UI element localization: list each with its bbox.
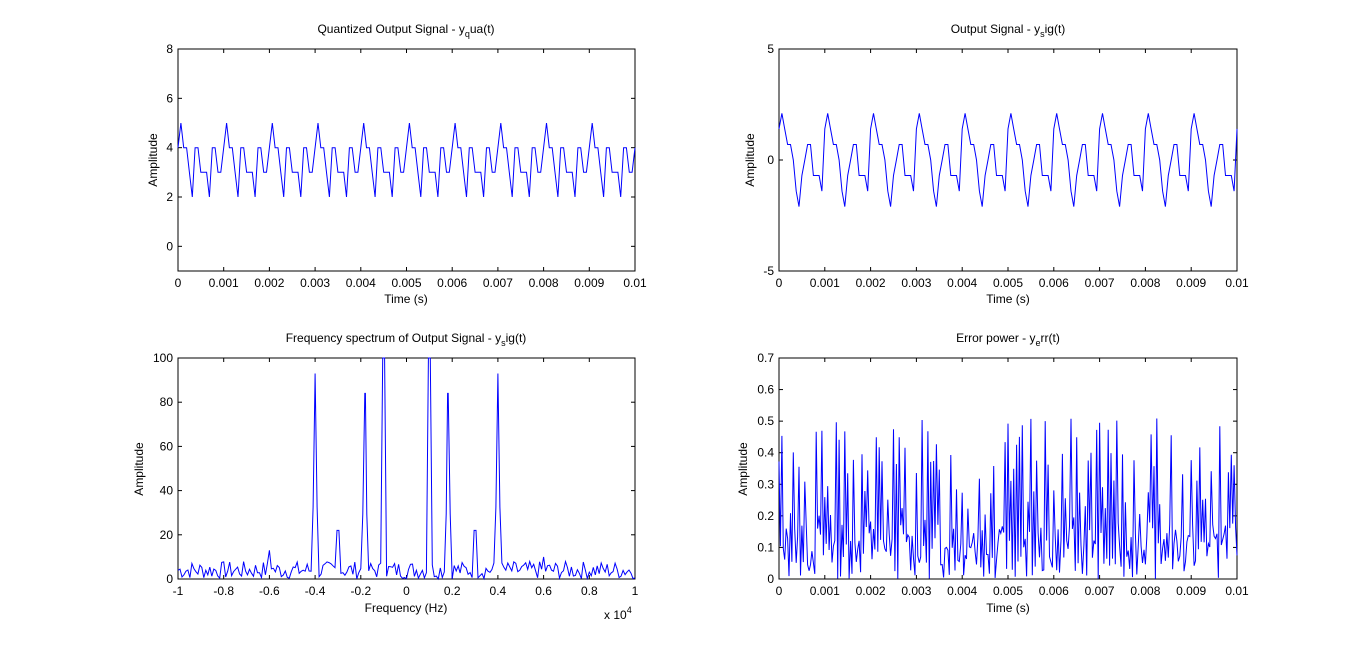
y-tick-label: 40 xyxy=(160,484,174,498)
y-axis-label: Amplitude xyxy=(736,442,750,496)
series-line xyxy=(177,122,636,198)
x-tick-label: 0.009 xyxy=(1176,276,1206,290)
x-tick-label: 0.6 xyxy=(535,584,552,598)
tick-group: 0 0.001 0.002 0.003 0.004 0.005 0.006 0.007 0.00… xyxy=(763,42,1249,290)
x-tick-label: 0.008 xyxy=(1130,276,1160,290)
x-tick-label: 0.2 xyxy=(444,584,461,598)
x-tick-label: 0.001 xyxy=(810,276,840,290)
x-tick-label: 0.005 xyxy=(993,584,1023,598)
y-tick-label: 60 xyxy=(160,439,174,453)
x-tick-label: 0.005 xyxy=(993,276,1023,290)
x-tick-label: 0.01 xyxy=(1225,276,1249,290)
x-axis-label: Time (s) xyxy=(986,601,1030,615)
y-axis-label: Amplitude xyxy=(146,133,160,187)
y-tick-label: 80 xyxy=(160,395,174,409)
series-line xyxy=(778,418,1238,579)
x-tick-label: 0.007 xyxy=(483,276,513,290)
x-tick-label: 0 xyxy=(175,276,182,290)
x-tick-label: 0.4 xyxy=(490,584,507,598)
y-tick-label: 0 xyxy=(767,153,774,167)
x-tick-label: 0.01 xyxy=(623,276,647,290)
x-tick-label: 0.003 xyxy=(901,584,931,598)
plot-area xyxy=(177,48,636,272)
x-tick-label: 0 xyxy=(776,276,783,290)
y-tick-label: 4 xyxy=(166,141,173,155)
x-tick-label: 0.008 xyxy=(529,276,559,290)
x-tick-label: 0.001 xyxy=(810,584,840,598)
x-tick-label: 0.009 xyxy=(574,276,604,290)
y-tick-label: 0.3 xyxy=(757,477,774,491)
y-tick-label: 0.5 xyxy=(757,414,774,428)
x-tick-label: 0.8 xyxy=(581,584,598,598)
y-tick-label: 20 xyxy=(160,528,174,542)
x-tick-label: 0 xyxy=(403,584,410,598)
tick-group: -1 -0.8 -0.6 -0.4 -0.2 0 0.2 0.4 0.6 0.8 1 0 20 40 60 8… xyxy=(153,351,639,598)
x-tick-label: 1 xyxy=(632,584,639,598)
x-tick-label: 0.009 xyxy=(1176,584,1206,598)
x-tick-label: 0.004 xyxy=(947,584,977,598)
tick-group: 0 0.001 0.002 0.003 0.004 0.005 0.006 0.007 0.00… xyxy=(757,351,1249,598)
x-tick-label: 0 xyxy=(776,584,783,598)
x-tick-label: 0.004 xyxy=(346,276,376,290)
x-tick-label: 0.007 xyxy=(1085,584,1115,598)
y-tick-label: 0.6 xyxy=(757,383,774,397)
subplot-error-power: Error power - yerr(t) 0 0.001 0.002 0.003 0.… xyxy=(736,331,1249,615)
x-tick-label: 0.002 xyxy=(254,276,284,290)
x-tick-label: -0.2 xyxy=(350,584,371,598)
x-tick-label: 0.003 xyxy=(300,276,330,290)
x-tick-label: 0.004 xyxy=(947,276,977,290)
x-tick-label: 0.005 xyxy=(391,276,421,290)
y-tick-label: 0.7 xyxy=(757,351,774,365)
y-tick-label: 0.2 xyxy=(757,509,774,523)
x-axis-multiplier: x 104 xyxy=(604,605,632,622)
y-tick-label: -5 xyxy=(763,264,774,278)
y-axis-label: Amplitude xyxy=(743,133,757,187)
series-line xyxy=(778,113,1238,207)
plot-area xyxy=(778,48,1238,272)
x-tick-label: 0.006 xyxy=(1039,276,1069,290)
subplot-title: Output Signal - ysig(t) xyxy=(951,22,1066,39)
x-tick-label: -0.6 xyxy=(259,584,280,598)
x-axis-label: Time (s) xyxy=(384,292,428,306)
plot-area xyxy=(177,357,636,580)
y-tick-label: 0.1 xyxy=(757,540,774,554)
y-tick-label: 0.4 xyxy=(757,446,774,460)
x-tick-label: -0.8 xyxy=(213,584,234,598)
y-tick-label: 5 xyxy=(767,42,774,56)
subplot-frequency-spectrum: Frequency spectrum of Output Signal - ys… xyxy=(132,331,639,622)
x-tick-label: 0.001 xyxy=(209,276,239,290)
subplot-quantized-output: Quantized Output Signal - yqua(t) 0 0.001… xyxy=(146,22,647,306)
y-axis-label: Amplitude xyxy=(132,442,146,496)
x-axis-label: Frequency (Hz) xyxy=(365,601,448,615)
x-tick-label: 0.006 xyxy=(437,276,467,290)
x-tick-label: -0.4 xyxy=(305,584,326,598)
x-tick-label: 0.007 xyxy=(1085,276,1115,290)
x-tick-label: 0.008 xyxy=(1130,584,1160,598)
x-tick-label: 0.002 xyxy=(856,276,886,290)
subplot-title: Error power - yerr(t) xyxy=(956,331,1060,348)
series-line xyxy=(177,357,636,581)
x-tick-label: 0.002 xyxy=(856,584,886,598)
x-tick-label: -1 xyxy=(173,584,184,598)
subplot-title: Quantized Output Signal - yqua(t) xyxy=(317,22,494,39)
subplot-output-signal: Output Signal - ysig(t) 0 0.001 0.002 0.003… xyxy=(743,22,1249,306)
y-tick-label: 0 xyxy=(166,239,173,253)
x-tick-label: 0.003 xyxy=(901,276,931,290)
y-tick-label: 0 xyxy=(166,572,173,586)
y-tick-label: 8 xyxy=(166,42,173,56)
x-tick-label: 0.01 xyxy=(1225,584,1249,598)
y-tick-label: 6 xyxy=(166,91,173,105)
y-tick-label: 2 xyxy=(166,190,173,204)
y-tick-label: 100 xyxy=(153,351,173,365)
x-tick-label: 0.006 xyxy=(1039,584,1069,598)
y-tick-label: 0 xyxy=(767,572,774,586)
subplot-title: Frequency spectrum of Output Signal - ys… xyxy=(286,331,527,348)
tick-group: 0 0.001 0.002 0.003 0.004 0.005 0.006 0.007 0.00… xyxy=(166,42,647,290)
x-axis-label: Time (s) xyxy=(986,292,1030,306)
